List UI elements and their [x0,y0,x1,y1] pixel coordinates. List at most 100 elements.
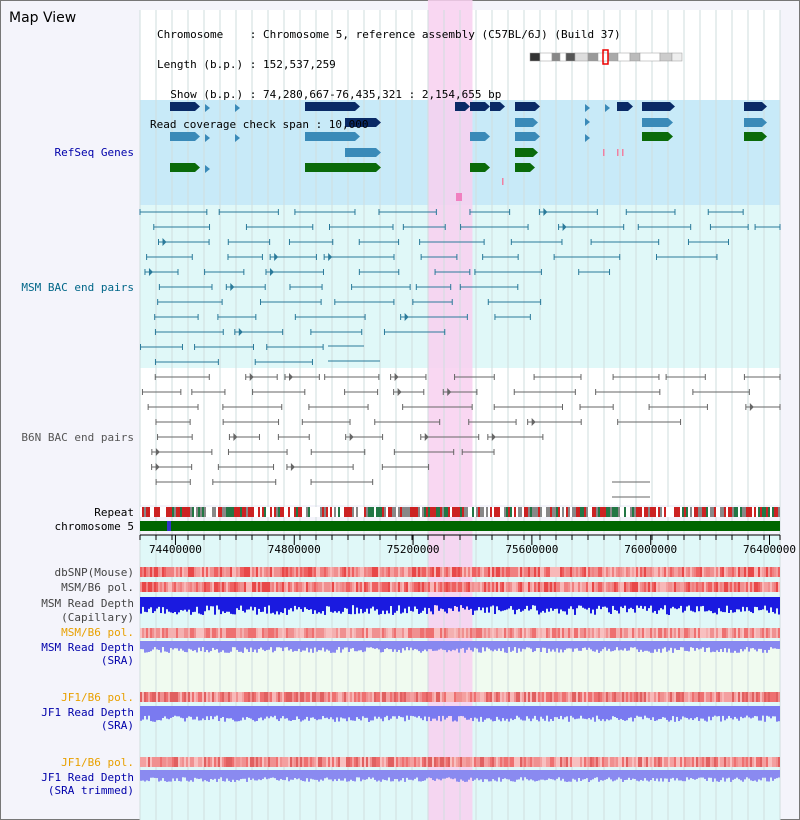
msm-b6-pol-sra-cell [388,628,390,638]
track-label-b6n-bac[interactable]: B6N BAC end pairs [21,431,134,444]
jf1-b6-pol-cell [486,692,488,702]
msm-b6-pol-sra-cell [624,628,626,638]
jf1-depth-trimmed-bar [248,770,250,778]
track-label-repeat[interactable]: Repeat [94,506,134,519]
track-label-msm-b6-pol-2[interactable]: MSM/B6 pol. [61,626,134,639]
msm-depth-capillary-bar [770,597,772,608]
small-gene-arrow [205,134,210,142]
dbsnp-cell [442,567,444,577]
msm-depth-capillary-bar [742,597,744,607]
msm-b6-pol-sra-cell [630,628,632,638]
jf1-b6-pol-2-cell [298,757,300,767]
jf1-depth-sra-bar [458,706,460,717]
track-label-jf1-read-depth-sra[interactable]: JF1 Read Depth [41,706,134,719]
jf1-b6-pol-2-cell [556,757,558,767]
dbsnp-cell [740,567,742,577]
repeat-block [322,507,324,517]
track-label-msm-bac[interactable]: MSM BAC end pairs [21,281,134,294]
msm-b6-pol-cell [732,582,734,592]
msm-b6-pol-cell [188,582,190,592]
msm-depth-sra-bar [400,641,402,653]
msm-b6-pol-sra-cell [350,628,352,638]
jf1-depth-trimmed-bar [308,770,310,782]
msm-bac-marker [230,283,235,291]
msm-b6-pol-sra-cell [474,628,476,638]
msm-depth-sra-bar [570,641,572,649]
dbsnp-cell [566,567,568,577]
msm-b6-pol-sra-cell [486,628,488,638]
msm-b6-pol-sra-cell [232,628,234,638]
jf1-depth-trimmed-bar [730,770,732,782]
msm-depth-sra-bar [178,641,180,651]
track-label-refseq[interactable]: RefSeq Genes [54,146,134,159]
msm-b6-pol-sra-cell [702,628,704,638]
jf1-depth-sra-bar [462,706,464,717]
msm-depth-sra-bar [618,641,620,651]
jf1-b6-pol-cell [202,692,204,702]
track-label-jf1-read-depth-trimmed[interactable]: JF1 Read Depth [41,771,134,784]
jf1-depth-sra-bar [602,706,604,720]
jf1-b6-pol-2-cell [660,757,662,767]
msm-depth-capillary-bar [728,597,730,613]
msm-depth-capillary-bar [192,597,194,613]
repeat-block [618,507,620,517]
repeat-block [562,507,564,517]
jf1-depth-sra-bar [684,706,686,718]
track-label-jf1-b6-pol-1[interactable]: JF1/B6 pol. [61,691,134,704]
track-label-chromosome[interactable]: chromosome 5 [54,520,134,533]
msm-b6-pol-sra-cell [396,628,398,638]
coverage-span-info: Read coverage check span : 10,000 [150,118,369,131]
jf1-b6-pol-cell [632,692,634,702]
jf1-b6-pol-2-cell [644,757,646,767]
jf1-b6-pol-cell [254,692,256,702]
msm-b6-pol-cell [316,582,318,592]
track-label-msm-read-depth-capillary[interactable]: MSM Read Depth [41,597,134,610]
dbsnp-cell [144,567,146,577]
msm-b6-pol-sra-cell [576,628,578,638]
track-label-msm-read-depth-sra[interactable]: MSM Read Depth [41,641,134,654]
repeat-block [578,507,580,517]
msm-depth-capillary-bar [638,597,640,608]
msm-depth-sra-bar [246,641,248,650]
msm-b6-pol-cell [312,582,314,592]
dbsnp-cell [278,567,280,577]
msm-b6-pol-sra-cell [142,628,144,638]
msm-b6-pol-sra-cell [146,628,148,638]
dbsnp-cell [374,567,376,577]
dbsnp-cell [684,567,686,577]
track-label-msm-b6-pol-1[interactable]: MSM/B6 pol. [61,581,134,594]
msm-b6-pol-cell [602,582,604,592]
repeat-block [194,507,196,517]
repeat-block [468,507,470,517]
jf1-b6-pol-cell [430,692,432,702]
jf1-depth-sra-bar [498,706,500,720]
track-label-dbsnp[interactable]: dbSNP(Mouse) [54,566,134,579]
msm-depth-sra-bar [696,641,698,648]
jf1-depth-sra-bar [334,706,336,722]
msm-depth-capillary-bar [174,597,176,612]
msm-b6-pol-sra-cell [716,628,718,638]
msm-b6-pol-sra-cell [390,628,392,638]
msm-b6-pol-sra-cell [376,628,378,638]
jf1-depth-trimmed-bar [606,770,608,780]
dbsnp-cell [370,567,372,577]
msm-b6-pol-sra-cell [656,628,658,638]
jf1-depth-trimmed-bar [502,770,504,779]
msm-b6-pol-cell [484,582,486,592]
msm-b6-pol-sra-cell [312,628,314,638]
msm-depth-sra-bar [308,641,310,653]
jf1-b6-pol-2-cell [352,757,354,767]
msm-b6-pol-sra-cell [692,628,694,638]
jf1-b6-pol-2-cell [400,757,402,767]
msm-depth-sra-bar [346,641,348,648]
dbsnp-cell [202,567,204,577]
track-label-jf1-b6-pol-2[interactable]: JF1/B6 pol. [61,756,134,769]
refseq-gene [515,148,533,157]
repeat-block [544,507,546,517]
msm-depth-sra-bar [228,641,230,653]
msm-depth-capillary-bar [412,597,414,612]
msm-b6-pol-cell [468,582,470,592]
jf1-b6-pol-cell [532,692,534,702]
msm-b6-pol-sra-cell [314,628,316,638]
